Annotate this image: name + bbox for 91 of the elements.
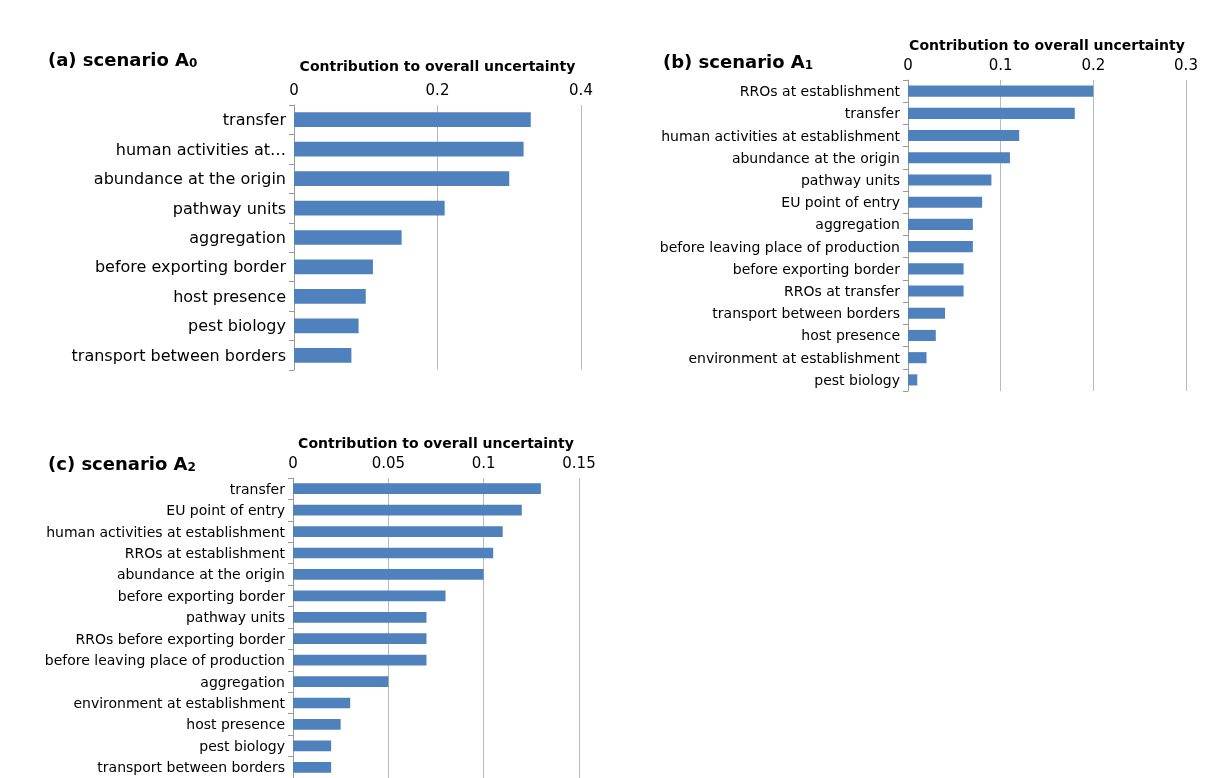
bar: [293, 504, 522, 516]
y-tick-label: environment at establishment: [688, 349, 901, 366]
bar: [908, 218, 973, 230]
bar: [293, 654, 427, 666]
bar: [908, 196, 983, 208]
y-tick-label: pest biology: [814, 371, 900, 388]
bar: [293, 611, 427, 623]
bar: [293, 740, 332, 752]
y-tick-label: pathway units: [185, 609, 285, 626]
bar: [908, 352, 927, 364]
y-tick-label: human activities at…: [115, 139, 286, 159]
y-tick-label: pathway units: [800, 171, 900, 188]
x-tick-label: 0: [903, 55, 913, 74]
y-tick-label: transport between borders: [71, 345, 286, 365]
x-tick-label: 0.1: [988, 55, 1013, 74]
y-tick-label: before leaving place of production: [44, 652, 285, 669]
bar: [294, 347, 352, 363]
y-tick-label: aggregation: [815, 216, 900, 233]
y-tick-label: EU point of entry: [781, 194, 900, 211]
y-tick-label: pest biology: [188, 316, 286, 336]
x-tick-label: 0.2: [1081, 55, 1106, 74]
y-tick-label: abundance at the origin: [731, 149, 900, 166]
x-tick-label: 0: [289, 80, 299, 99]
y-tick-label: pathway units: [172, 198, 286, 218]
bar: [293, 633, 427, 645]
bar: [294, 289, 366, 304]
x-tick-label: 0: [288, 453, 298, 472]
y-tick-label: RROs at establishment: [124, 545, 286, 561]
text: (c) scenario A2: [48, 452, 196, 474]
bar: [293, 697, 351, 709]
y-tick-label: transfer: [229, 480, 286, 497]
bar: [294, 112, 531, 128]
x-tick-label: 0.15: [562, 453, 596, 472]
y-tick-label: before exporting border: [732, 260, 901, 277]
y-tick-label: human activities at establishment: [46, 523, 286, 540]
bar: [294, 171, 510, 186]
y-tick-label: aggregation: [200, 673, 285, 690]
bar: [908, 329, 936, 342]
bar: [908, 152, 1010, 164]
bar: [294, 318, 359, 334]
y-tick-label: pest biology: [199, 737, 285, 754]
text: (a) scenario A0: [48, 48, 198, 70]
y-tick-label: before leaving place of production: [659, 238, 900, 255]
bar: [293, 483, 541, 495]
text: (b) scenario A1: [663, 50, 814, 72]
y-tick-label: aggregation: [189, 228, 286, 247]
x-tick-label: 0.1: [471, 453, 496, 472]
x-tick-label: 0.05: [371, 453, 406, 472]
x-tick-label: 0.2: [425, 80, 450, 99]
bar: [293, 590, 446, 602]
y-tick-label: abundance at the origin: [93, 169, 286, 189]
y-tick-label: transport between borders: [712, 305, 900, 322]
bar: [294, 230, 402, 245]
bar: [294, 200, 445, 216]
y-tick-label: EU point of entry: [166, 502, 285, 519]
bar: [293, 547, 494, 559]
x-axis-title: Contribution to overall uncertainty: [909, 37, 1185, 53]
bar: [293, 569, 484, 580]
bar: [908, 241, 973, 253]
x-axis-title: Contribution to overall uncertainty: [299, 58, 576, 74]
y-tick-label: RROs at establishment: [739, 83, 901, 100]
y-tick-label: transfer: [222, 110, 287, 130]
x-tick-label: 0.3: [1174, 55, 1198, 74]
bar: [293, 526, 503, 537]
bar: [908, 307, 946, 319]
y-tick-label: before exporting border: [94, 257, 287, 277]
bar: [908, 174, 992, 186]
y-tick-label: transport between borders: [97, 759, 285, 776]
y-tick-label: before exporting border: [117, 587, 286, 604]
bar: [294, 141, 524, 157]
bar: [293, 761, 332, 773]
y-tick-label: host presence: [801, 327, 900, 344]
x-tick-label: 0.4: [569, 80, 593, 99]
bar: [908, 85, 1094, 97]
y-tick-label: host presence: [173, 286, 286, 306]
y-tick-label: host presence: [186, 716, 285, 733]
y-tick-label: RROs at transfer: [783, 283, 901, 300]
bar: [294, 259, 373, 275]
bar: [908, 285, 964, 297]
bar: [293, 719, 341, 730]
bar: [908, 107, 1075, 119]
y-tick-label: RROs before exporting border: [75, 630, 286, 647]
y-tick-label: transfer: [844, 105, 901, 122]
bar: [908, 263, 964, 275]
y-tick-label: abundance at the origin: [116, 566, 285, 583]
y-tick-label: environment at establishment: [73, 695, 286, 711]
bar: [293, 676, 389, 687]
bar: [908, 129, 1020, 142]
bar: [908, 374, 918, 386]
y-tick-label: human activities at establishment: [661, 127, 901, 144]
x-axis-title: Contribution to overall uncertainty: [298, 435, 574, 451]
